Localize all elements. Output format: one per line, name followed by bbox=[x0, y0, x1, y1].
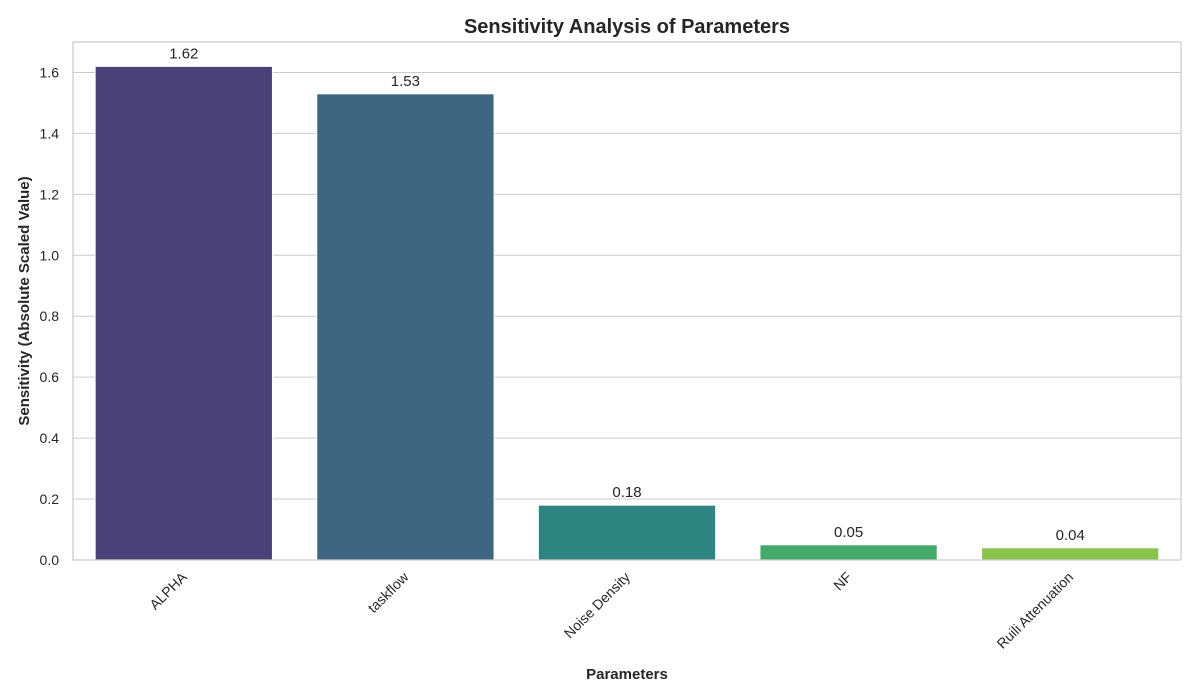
y-axis-label: Sensitivity (Absolute Scaled Value) bbox=[16, 176, 33, 425]
y-tick-label: 1.4 bbox=[40, 125, 60, 141]
x-tick-label-alpha: ALPHA bbox=[146, 568, 190, 612]
chart-title: Sensitivity Analysis of Parameters bbox=[464, 16, 790, 38]
y-tick-label: 0.2 bbox=[40, 491, 60, 507]
value-label-noise-density: 0.18 bbox=[612, 484, 641, 501]
y-tick-labels: 0.0 0.2 0.4 0.6 0.8 1.0 1.2 1.4 1.6 bbox=[40, 64, 60, 568]
value-label-ruili-attenuation: 0.04 bbox=[1056, 527, 1085, 544]
y-tick-label: 1.0 bbox=[40, 247, 60, 263]
plot-frame bbox=[72, 41, 1182, 561]
y-tick-label: 0.0 bbox=[40, 552, 60, 568]
value-label-nf: 0.05 bbox=[834, 524, 863, 541]
y-tick-label: 0.6 bbox=[40, 369, 60, 385]
x-tick-label-noise-density: Noise Density bbox=[561, 569, 633, 641]
bars bbox=[94, 65, 1160, 561]
bar-taskflow bbox=[316, 93, 495, 561]
bar-nf bbox=[759, 544, 938, 561]
x-tick-labels: ALPHA taskflow Noise Density NF Ruili Attenu… bbox=[146, 568, 1076, 651]
y-tick-label: 1.2 bbox=[40, 186, 60, 202]
x-tick-label-ruili-attenuation: Ruili Attenuation bbox=[993, 569, 1076, 652]
bar-ruili-attenuation bbox=[981, 547, 1160, 561]
bar-noise-density bbox=[537, 504, 717, 561]
bar-alpha bbox=[94, 65, 273, 561]
value-label-taskflow: 1.53 bbox=[391, 73, 420, 90]
value-label-alpha: 1.62 bbox=[169, 45, 198, 62]
y-tick-label: 1.6 bbox=[40, 64, 60, 80]
y-tick-label: 0.4 bbox=[40, 430, 60, 446]
x-tick-label-nf: NF bbox=[830, 569, 855, 594]
value-labels: 1.62 1.53 0.18 0.05 0.04 bbox=[169, 45, 1085, 543]
x-tick-label-taskflow: taskflow bbox=[364, 568, 412, 616]
x-axis-label: Parameters bbox=[586, 666, 668, 683]
y-tick-label: 0.8 bbox=[40, 308, 60, 324]
